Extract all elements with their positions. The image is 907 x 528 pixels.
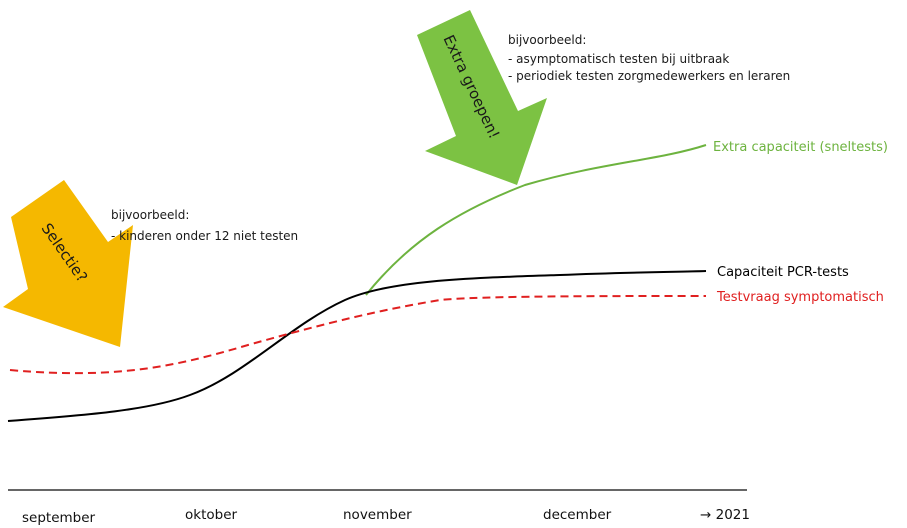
x-tick-label-november: november [343,507,412,523]
series-line-testvraag [9,295,707,375]
note-selectie: bijvoorbeeld: - kinderen onder 12 niet t… [111,208,298,243]
series-label-testvraag: Testvraag symptomatisch [716,290,884,305]
series-label-extra-capaciteit: Extra capaciteit (sneltests) [713,140,888,155]
note-extra-title: bijvoorbeeld: [508,33,586,47]
series-label-capaciteit-pcr: Capaciteit PCR-tests [717,265,849,280]
x-tick-label-september: september [22,510,96,526]
series-line-extra-capaciteit [365,144,707,296]
arrow-selectie-shape [3,180,133,347]
note-extra-line-1: - asymptomatisch testen bij uitbraak [508,52,729,66]
x-tick-label-december: december [543,507,612,523]
series-line-capaciteit-pcr [7,270,707,422]
note-extra-line-2: - periodiek testen zorgmedewerkers en le… [508,69,790,83]
x-tick-label-oktober: oktober [185,507,238,523]
arrow-selectie: Selectie? [3,180,133,347]
x-tick-label-2021: → 2021 [700,507,750,523]
note-selectie-line-1: - kinderen onder 12 niet testen [111,229,298,243]
note-selectie-title: bijvoorbeeld: [111,208,189,222]
note-extra-groepen: bijvoorbeeld: - asymptomatisch testen bi… [508,33,790,83]
arrow-extra-groepen-shape [417,10,547,185]
